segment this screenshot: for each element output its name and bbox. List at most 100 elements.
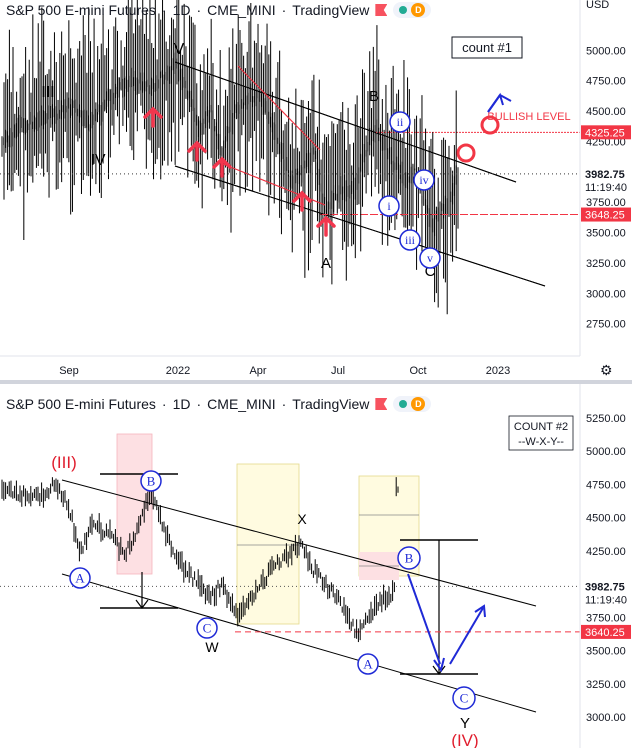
market-open-dot-icon xyxy=(399,400,408,408)
time-tick-label: Jul xyxy=(331,365,345,377)
wave-label-A-circle xyxy=(357,653,379,675)
exchange-label: CME_MINI xyxy=(207,396,276,412)
fib-zone-yellow xyxy=(236,463,300,625)
wave-label-B: B xyxy=(147,474,156,489)
top-price-bars xyxy=(1,52,459,237)
bullish-level-label: BULLISH LEVEL xyxy=(487,111,570,123)
wave-label-i-circle xyxy=(378,195,400,217)
time-tick-label: Sep xyxy=(59,365,79,377)
projection-arrow xyxy=(407,573,441,665)
down-arrow-icon xyxy=(135,572,149,609)
wave-label-C-circle xyxy=(452,686,476,710)
bottom-price-bars xyxy=(1,477,399,643)
time-tick-label: Apr xyxy=(249,365,266,377)
price-tick-label: 3500.00 xyxy=(586,228,626,240)
price-tick-label: 3750.00 xyxy=(586,197,626,209)
flag-icon[interactable] xyxy=(375,4,388,16)
price-tag-value: 3982.75 xyxy=(585,581,625,593)
wave-label-V: V xyxy=(174,41,185,58)
price-tick-label: 5000.00 xyxy=(586,446,626,458)
wave-label-A: A xyxy=(75,571,85,586)
projection-arrow xyxy=(487,94,501,113)
price-axis[interactable] xyxy=(580,384,632,748)
flag-icon[interactable] xyxy=(375,398,388,410)
wave-label-IV: IV xyxy=(90,152,105,169)
price-tag xyxy=(581,579,631,607)
price-tag xyxy=(581,166,631,194)
wave-label-ii: ii xyxy=(397,115,404,129)
arrowhead-icon xyxy=(433,657,445,673)
price-tick-label: 3000.00 xyxy=(586,288,626,300)
top-chart-canvas[interactable]: Sep 2022 Apr Jul Oct 2023 USD 2750.00 3000.00 325… xyxy=(0,0,632,382)
price-tag xyxy=(581,624,631,639)
red-trendline xyxy=(237,65,321,151)
market-status-pill[interactable]: D xyxy=(393,396,432,412)
price-tag-value: 4325.25 xyxy=(585,127,625,139)
top-price-bars xyxy=(3,0,459,315)
count-label: count #1 xyxy=(462,40,512,55)
wave-label-A: A xyxy=(321,255,331,272)
price-tick-label: 4500.00 xyxy=(586,513,626,525)
interval-label[interactable]: 1D xyxy=(172,2,191,18)
wave-label-IV: (IV) xyxy=(451,731,478,748)
price-tag-value: 3982.75 xyxy=(585,169,625,181)
symbol-title: S&P 500 E-mini Futures xyxy=(6,396,156,412)
source-label: TradingView xyxy=(292,396,370,412)
bottom-chart-header: S&P 500 E-mini Futures · 1D · CME_MINI ·… xyxy=(6,396,432,412)
interval-label[interactable]: 1D xyxy=(172,396,191,412)
price-tag-time: 11:19:40 xyxy=(585,182,627,194)
count-label-line2: --W-X-Y-- xyxy=(518,436,564,448)
upper-channel-line xyxy=(174,61,517,183)
wave-label-X: X xyxy=(297,511,307,527)
price-tick-label: 3250.00 xyxy=(586,679,626,691)
wave-label-ii-circle xyxy=(389,111,411,133)
projection-arrow xyxy=(449,607,484,665)
price-tag-time: 11:19:40 xyxy=(585,594,627,606)
gear-icon[interactable]: ⚙ xyxy=(600,362,613,378)
price-tag-value: 3648.25 xyxy=(585,210,625,222)
price-tick-label: 4250.00 xyxy=(586,546,626,558)
wave-label-iii: iii xyxy=(405,233,416,247)
wave-label-iv: iv xyxy=(419,173,428,187)
price-tick-label: 3250.00 xyxy=(586,258,626,270)
wave-label-i: i xyxy=(387,199,391,213)
wave-label-C-circle xyxy=(196,617,218,639)
price-tick-label: 4750.00 xyxy=(586,479,626,491)
price-tag xyxy=(581,207,631,222)
source-label: TradingView xyxy=(292,2,370,18)
wave-label-iv-circle xyxy=(413,169,435,191)
delayed-badge: D xyxy=(411,397,426,411)
price-tick-label: 4500.00 xyxy=(586,106,626,118)
wave-label-III: III xyxy=(41,84,54,101)
panel-divider[interactable] xyxy=(0,380,632,384)
wave-label-C: C xyxy=(460,691,469,706)
target-circle-icon xyxy=(480,115,500,135)
time-tick-label: Oct xyxy=(409,365,426,377)
price-tick-label: 2750.00 xyxy=(586,319,626,331)
time-tick-label: 2022 xyxy=(166,365,190,377)
wave-label-B-circle xyxy=(397,546,421,570)
currency-label: USD xyxy=(586,0,609,11)
up-arrow-icon xyxy=(212,156,232,178)
count-label-box xyxy=(508,415,574,451)
market-open-dot-icon xyxy=(399,6,408,14)
up-arrow-icon xyxy=(187,140,207,162)
wave-label-v: v xyxy=(427,251,433,265)
wave-label-A: A xyxy=(363,657,373,672)
price-tick-label: 3500.00 xyxy=(586,646,626,658)
down-arrow-icon xyxy=(432,665,446,675)
price-tick-label: 3000.00 xyxy=(586,712,626,724)
symbol-title: S&P 500 E-mini Futures xyxy=(6,2,156,18)
bottom-chart-panel[interactable]: (III) (IV) A B C W X A B C Y COUNT #2 --W-X-Y-- 3000.… xyxy=(0,384,632,748)
wave-label-A-circle xyxy=(69,567,91,589)
top-chart-panel[interactable]: Sep 2022 Apr Jul Oct 2023 USD 2750.00 3000.00 325… xyxy=(0,0,632,382)
price-tick-label: 4250.00 xyxy=(586,136,626,148)
up-arrow-icon xyxy=(487,92,512,113)
up-arrow-icon xyxy=(316,215,336,237)
price-tag-value: 3640.25 xyxy=(585,627,625,639)
lower-channel-line xyxy=(174,165,546,287)
wave-label-B: B xyxy=(405,551,414,566)
market-status-pill[interactable]: D xyxy=(393,2,432,18)
wave-label-C: C xyxy=(425,263,436,280)
